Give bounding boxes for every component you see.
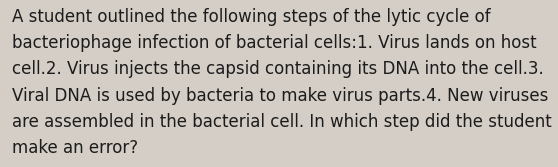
Text: are assembled in the bacterial cell. In which step did the student: are assembled in the bacterial cell. In … (12, 113, 552, 131)
Text: cell.2. Virus injects the capsid containing its DNA into the cell.3.: cell.2. Virus injects the capsid contain… (12, 60, 544, 78)
Text: bacteriophage infection of bacterial cells:1. Virus lands on host: bacteriophage infection of bacterial cel… (12, 34, 537, 52)
Text: Viral DNA is used by bacteria to make virus parts.4. New viruses: Viral DNA is used by bacteria to make vi… (12, 87, 549, 105)
Text: A student outlined the following steps of the lytic cycle of: A student outlined the following steps o… (12, 8, 491, 26)
Text: make an error?: make an error? (12, 139, 138, 157)
